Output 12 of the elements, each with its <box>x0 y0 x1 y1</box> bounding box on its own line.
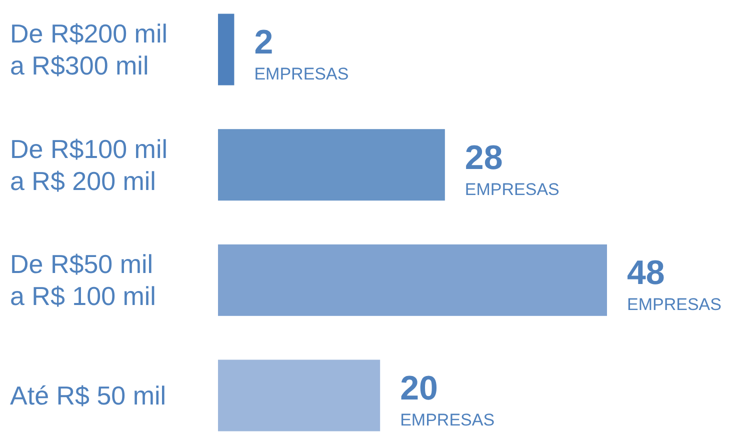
data-label: 48 EMPRESAS <box>627 254 722 314</box>
data-label: 20 EMPRESAS <box>400 369 495 430</box>
data-label: 28 EMPRESAS <box>464 138 560 199</box>
y-tick-label: De R$200 mil a R$300 mil <box>10 18 168 81</box>
y-tick-label: De R$50 mil a R$ 100 mil <box>10 249 156 312</box>
y-tick-label: De R$100 mil a R$ 200 mil <box>10 134 168 196</box>
bar <box>218 129 445 201</box>
y-tick-label: Até R$ 50 mil <box>10 380 166 410</box>
bar <box>218 360 380 432</box>
data-label: 2 EMPRESAS <box>254 24 349 84</box>
bar <box>218 14 234 86</box>
bar <box>218 244 607 316</box>
